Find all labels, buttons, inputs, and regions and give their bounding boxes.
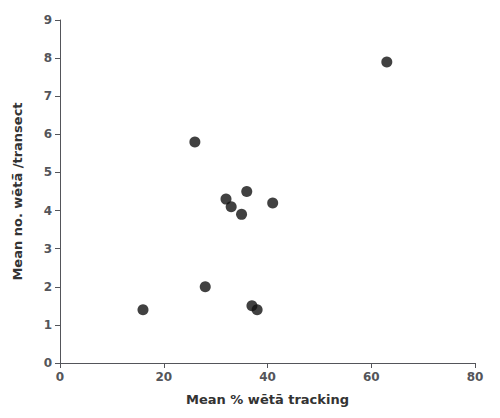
svg-text:2: 2: [44, 280, 52, 294]
svg-text:4: 4: [44, 204, 52, 218]
svg-text:60: 60: [363, 370, 380, 384]
svg-text:8: 8: [44, 51, 52, 65]
svg-text:80: 80: [467, 370, 484, 384]
svg-text:0: 0: [56, 370, 64, 384]
svg-text:1: 1: [44, 318, 52, 332]
svg-text:0: 0: [44, 356, 52, 370]
svg-text:20: 20: [155, 370, 172, 384]
svg-text:9: 9: [44, 13, 52, 27]
svg-text:40: 40: [259, 370, 276, 384]
svg-text:6: 6: [44, 127, 52, 141]
svg-text:Mean % wētā tracking: Mean % wētā tracking: [186, 392, 349, 407]
svg-text:5: 5: [44, 165, 52, 179]
svg-text:Mean no. wētā̄ /transect: Mean no. wētā̄ /transect: [10, 102, 25, 280]
svg-text:7: 7: [44, 89, 52, 103]
svg-text:3: 3: [44, 242, 52, 256]
